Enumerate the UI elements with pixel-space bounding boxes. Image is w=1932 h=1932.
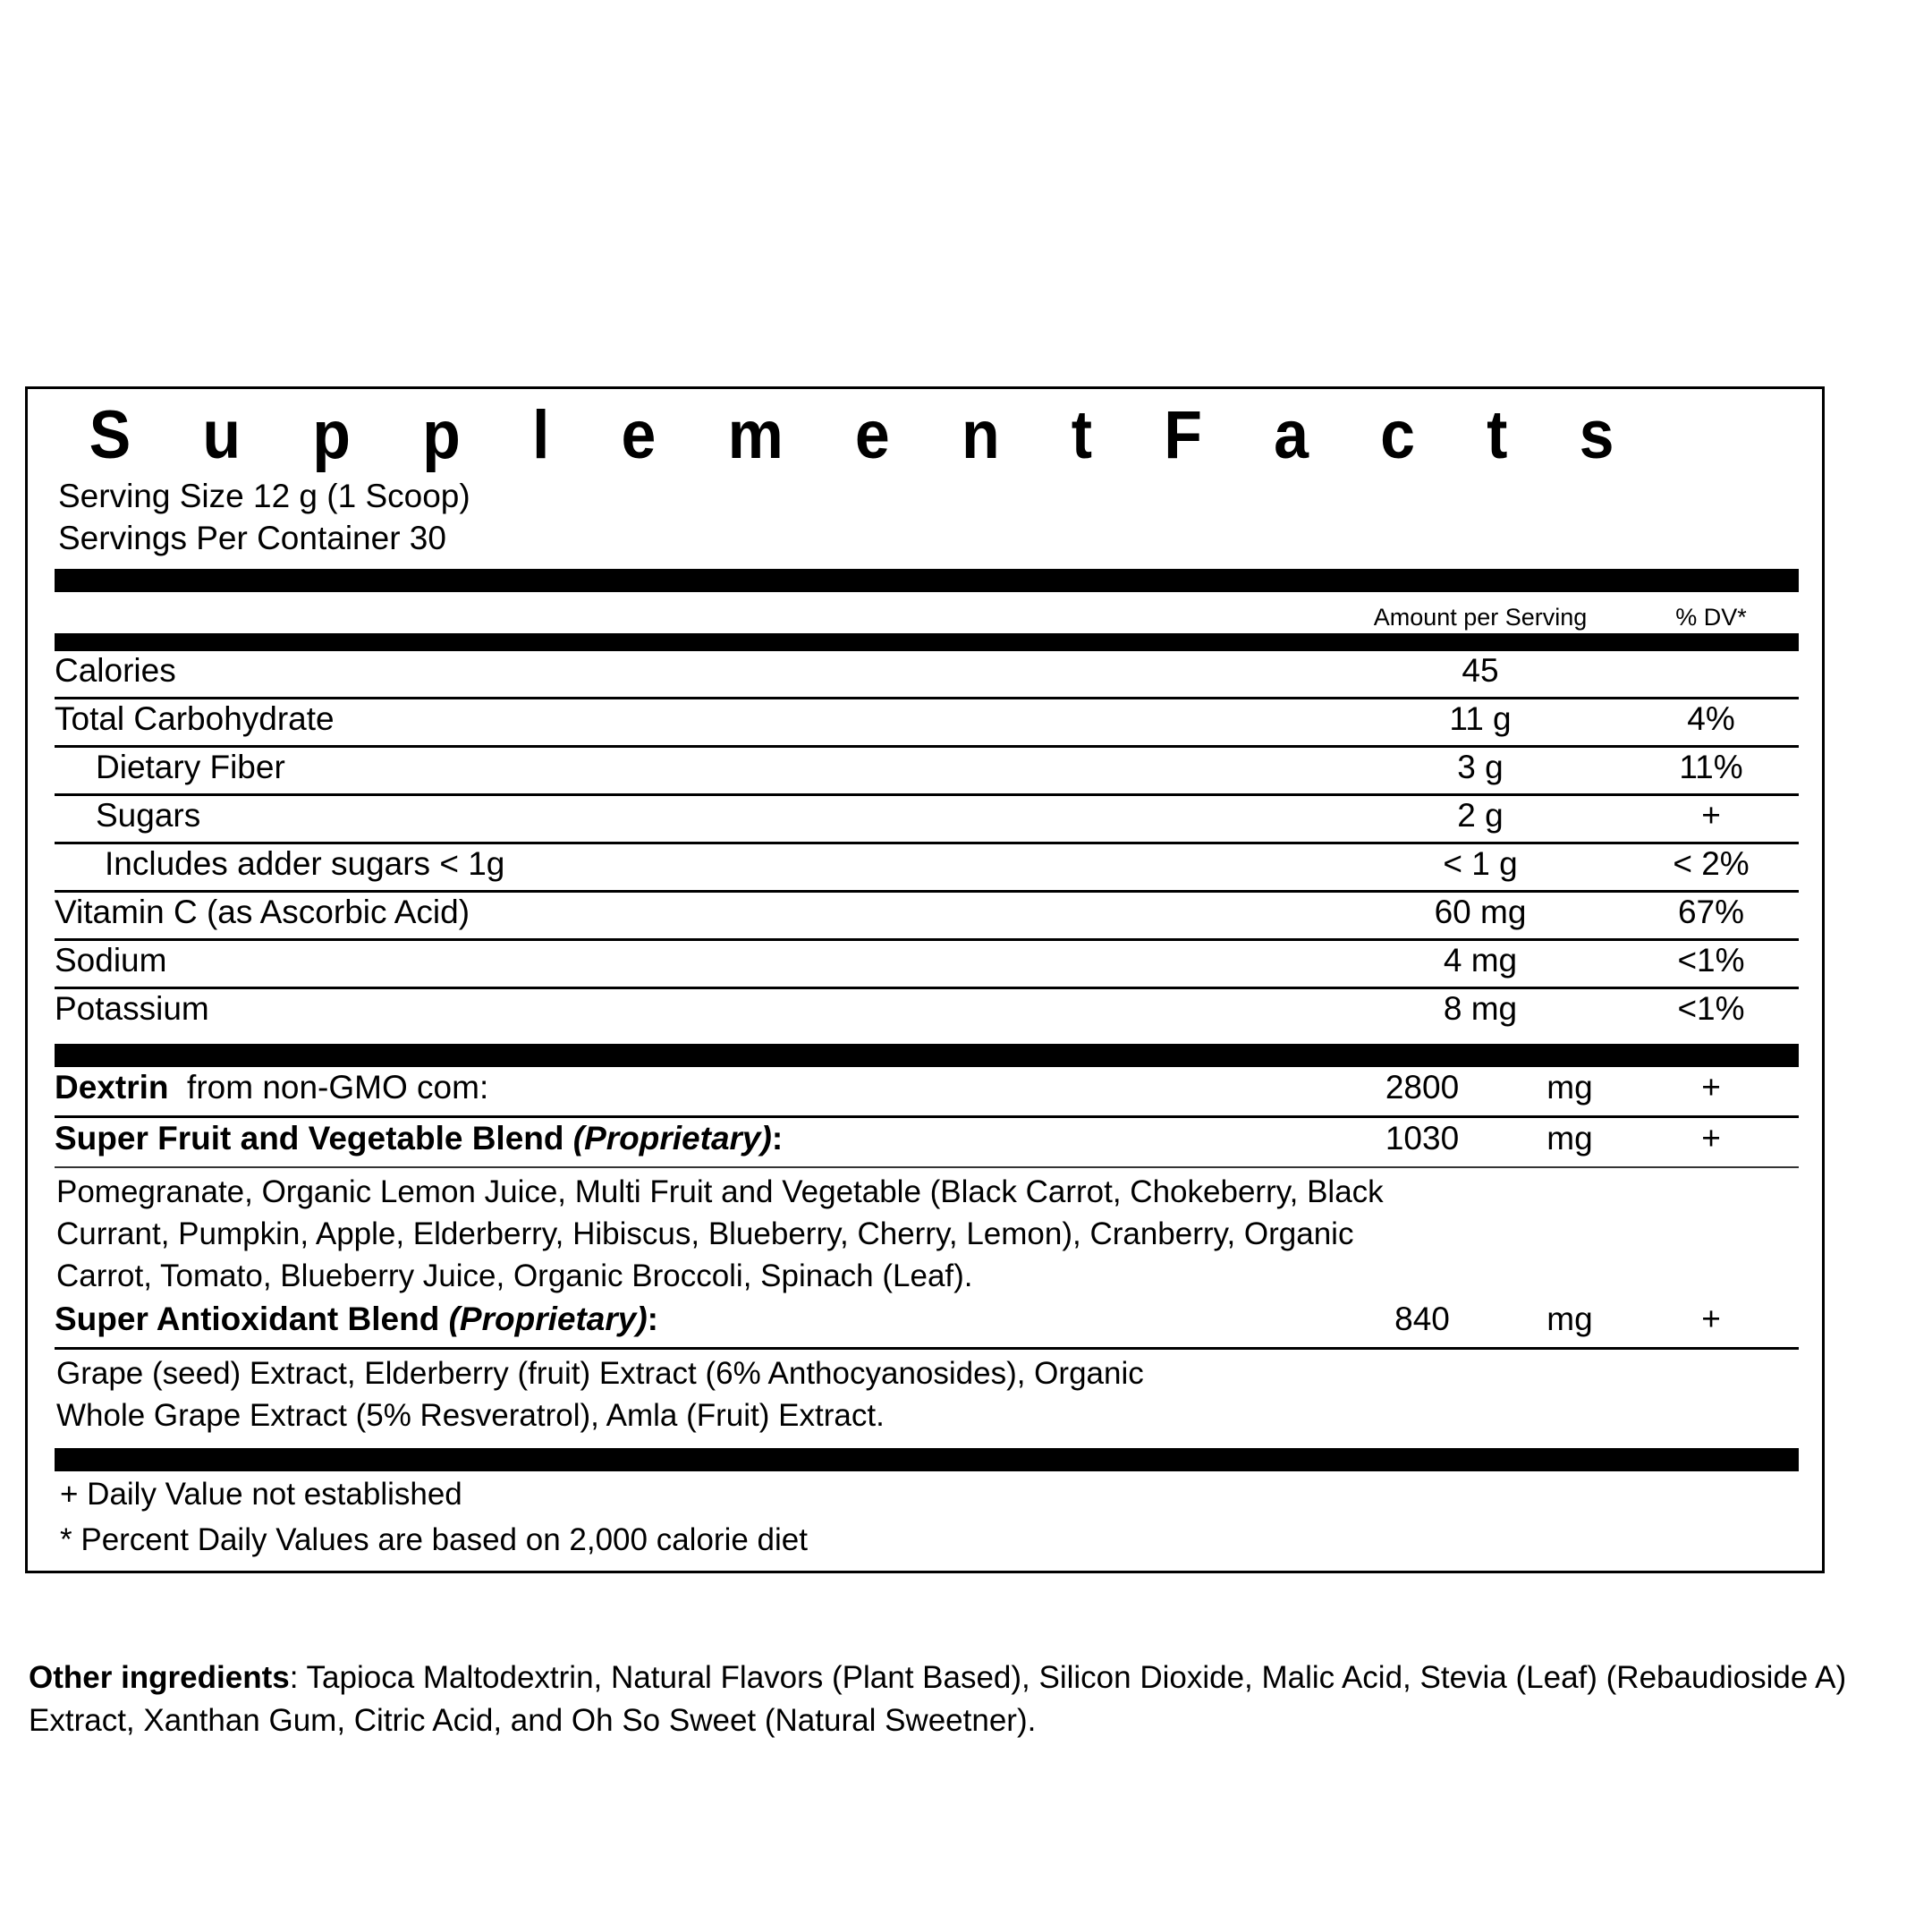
row-divider bbox=[55, 792, 1799, 796]
other-ingredients: Other ingredients: Tapioca Maltodextrin,… bbox=[29, 1657, 1889, 1741]
blend-name: Dextrin bbox=[55, 1068, 169, 1106]
column-header-dv: % DV* bbox=[1675, 603, 1747, 631]
supplement-facts-panel: S u p p l e m e n t F a c t s Serving Si… bbox=[25, 386, 1825, 1573]
servings-per-container-text: Servings Per Container 30 bbox=[58, 520, 446, 557]
blend-dv: + bbox=[1701, 1119, 1721, 1157]
nutrient-amount: < 1 g bbox=[1443, 844, 1518, 882]
row-divider bbox=[55, 986, 1799, 989]
nutrient-amount: 45 bbox=[1462, 651, 1499, 689]
nutrient-label: Sodium bbox=[55, 941, 167, 979]
table-row: Sugars 2 g + bbox=[55, 796, 1799, 842]
table-row: Total Carbohydrate 11 g 4% bbox=[55, 699, 1799, 745]
blend-name: Super Antioxidant Blend bbox=[55, 1301, 440, 1338]
nutrient-amount: 2 g bbox=[1457, 796, 1504, 834]
blend-dv: + bbox=[1701, 1068, 1721, 1106]
blend-unit: mg bbox=[1546, 1119, 1593, 1157]
nutrient-dv: 11% bbox=[1679, 748, 1743, 785]
footnote-daily-value: + Daily Value not established bbox=[60, 1477, 462, 1513]
nutrient-amount: 60 mg bbox=[1434, 893, 1527, 930]
blend-proprietary-tag: (Proprietary) bbox=[448, 1301, 648, 1338]
row-divider bbox=[55, 1114, 1799, 1118]
blend-label: Dextrin from non-GMO com: bbox=[55, 1071, 1328, 1104]
page-title: S u p p l e m e n t F a c t s bbox=[89, 397, 1641, 473]
fruit-vegetable-ingredients: Pomegranate, Organic Lemon Juice, Multi … bbox=[56, 1174, 1384, 1293]
row-divider bbox=[55, 696, 1799, 699]
serving-size-text: Serving Size 12 g (1 Scoop) bbox=[58, 478, 470, 514]
table-row: Sodium 4 mg <1% bbox=[55, 941, 1799, 987]
blends-separator-bar bbox=[55, 1043, 1799, 1067]
other-ingredients-label: Other ingredients bbox=[29, 1660, 290, 1695]
row-divider bbox=[55, 1347, 1799, 1351]
nutrient-dv: < 2% bbox=[1673, 844, 1750, 882]
nutrient-amount: 11 g bbox=[1449, 699, 1512, 737]
nutrient-label: Dietary Fiber bbox=[96, 748, 285, 785]
antioxidant-ingredients: Grape (seed) Extract, Elderberry (fruit)… bbox=[56, 1356, 1144, 1434]
nutrient-dv: 4% bbox=[1687, 699, 1735, 737]
blend-label: Super Antioxidant Blend (Proprietary): bbox=[55, 1302, 1328, 1335]
table-row: Potassium 8 mg <1% bbox=[55, 989, 1799, 1035]
other-ingredients-text: : Tapioca Maltodextrin, Natural Flavors … bbox=[29, 1660, 1847, 1738]
nutrient-label: Total Carbohydrate bbox=[55, 699, 335, 737]
table-row: Vitamin C (as Ascorbic Acid) 60 mg 67% bbox=[55, 893, 1799, 938]
nutrient-dv: <1% bbox=[1677, 941, 1745, 979]
blend-descriptor: from non-GMO com: bbox=[187, 1068, 489, 1106]
table-row: Calories 45 bbox=[55, 651, 1799, 697]
row-divider bbox=[55, 889, 1799, 893]
blend-amount: 840 bbox=[1394, 1301, 1450, 1338]
footnote-percent-daily-values: * Percent Daily Values are based on 2,00… bbox=[60, 1522, 808, 1558]
nutrient-amount: 3 g bbox=[1457, 748, 1504, 785]
row-divider bbox=[55, 841, 1799, 844]
row-divider bbox=[55, 937, 1799, 941]
table-row: Includes adder sugars < 1g < 1 g < 2% bbox=[55, 844, 1799, 890]
blend-label: Super Fruit and Vegetable Blend (Proprie… bbox=[55, 1122, 1328, 1155]
blend-row-antioxidant: Super Antioxidant Blend (Proprietary): 8… bbox=[55, 1299, 1799, 1347]
nutrient-label: Potassium bbox=[55, 989, 209, 1027]
blend-row-dextrin: Dextrin from non-GMO com: 2800 mg + bbox=[55, 1067, 1799, 1115]
table-column-headers: Amount per Serving % DV* bbox=[55, 592, 1799, 633]
nutrient-amount: 8 mg bbox=[1443, 989, 1518, 1027]
blend-dv: + bbox=[1701, 1301, 1721, 1338]
blend-amount: 2800 bbox=[1385, 1068, 1460, 1106]
row-divider bbox=[55, 744, 1799, 748]
blend-row-fruit-vegetable: Super Fruit and Vegetable Blend (Proprie… bbox=[55, 1118, 1799, 1166]
nutrient-amount: 4 mg bbox=[1443, 941, 1518, 979]
nutrient-label: Calories bbox=[55, 651, 176, 689]
nutrient-dv: + bbox=[1701, 796, 1721, 834]
blend-proprietary-tag: (Proprietary) bbox=[572, 1119, 772, 1157]
row-divider bbox=[55, 1165, 1799, 1168]
blend-name: Super Fruit and Vegetable Blend bbox=[55, 1119, 564, 1157]
nutrient-dv: <1% bbox=[1677, 989, 1745, 1027]
nutrient-label: Sugars bbox=[96, 796, 201, 834]
header-black-bar-bottom bbox=[55, 632, 1799, 651]
nutrient-dv: 67% bbox=[1677, 893, 1745, 930]
footnote-separator-bar bbox=[55, 1448, 1799, 1472]
blend-unit: mg bbox=[1546, 1068, 1593, 1106]
blend-amount: 1030 bbox=[1385, 1119, 1460, 1157]
header-black-bar-top bbox=[55, 568, 1799, 592]
column-header-amount: Amount per Serving bbox=[1373, 603, 1588, 631]
table-row: Dietary Fiber 3 g 11% bbox=[55, 748, 1799, 793]
blend-colon: : bbox=[647, 1301, 658, 1338]
nutrient-label: Vitamin C (as Ascorbic Acid) bbox=[55, 893, 470, 930]
blend-unit: mg bbox=[1546, 1301, 1593, 1338]
nutrient-label: Includes adder sugars < 1g bbox=[105, 844, 505, 882]
blend-colon: : bbox=[771, 1119, 784, 1157]
